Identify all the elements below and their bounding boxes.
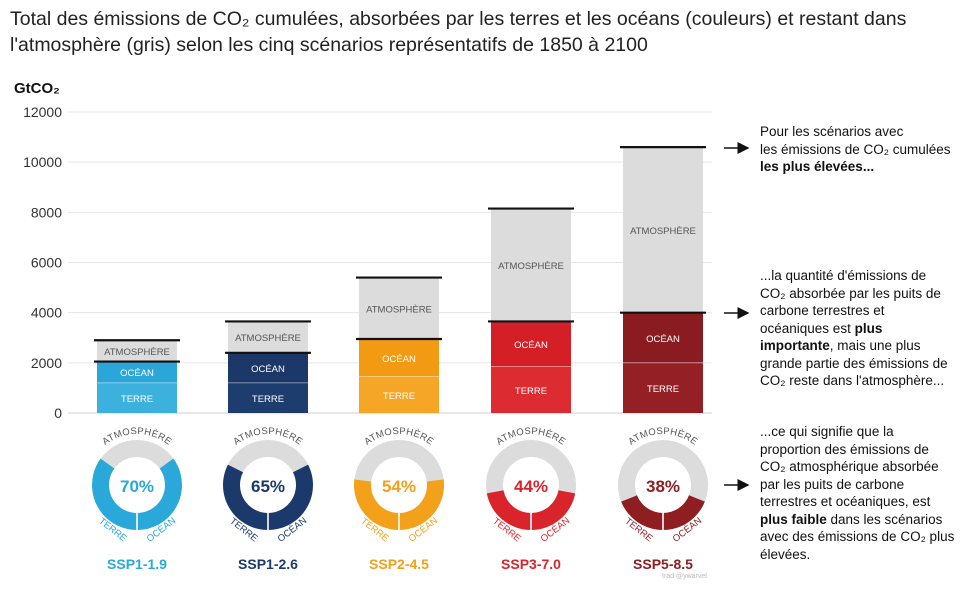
note-3-line-7: avec des émissions de CO₂ plus [760,529,955,544]
bar-atmosphere-3 [491,208,571,322]
bar-ocean-2 [359,339,439,377]
bar-label-ocean-4: OCÉAN [646,334,680,345]
bar-atmosphere-0 [97,340,177,362]
note-1-line-3: les plus élevées... [760,158,951,176]
donut-percent-3: 44% [514,477,548,496]
donut-atmosphere-4 [618,440,708,502]
note-2-line-5: importante, mais une plus [760,337,948,355]
bar-label-ocean-1: OCÉAN [251,364,285,375]
scenario-label-0: SSP1-1.9 [107,556,167,572]
y-tick-label-12000: 12000 [23,104,62,120]
donut-absorbed-0 [92,458,183,531]
note-3-line-3: CO₂ atmosphérique absorbée [760,459,939,474]
note-2-line-4: océaniques est plus [760,320,948,338]
bar-terre-4 [623,362,703,413]
chart-title-line-2: l'atmosphère (gris) selon les cinq scéna… [10,34,648,56]
scenario-label-4: SSP5-8.5 [633,556,693,572]
bar-label-terre-2: TERRE [383,391,415,402]
donut-atmosphere-0 [100,440,174,469]
bar-ocean-3 [491,321,571,367]
bar-terre-2 [359,376,439,413]
chart-title-line-1: Total des émissions de CO₂ cumulées, abs… [10,8,907,30]
y-axis-label: GtCO₂ [14,80,60,97]
bar-label-ocean-3: OCÉAN [514,340,548,351]
bar-label-atmosphere-2: ATMOSPHÈRE [366,304,432,315]
note-3-line-5: terrestres et océaniques, est [760,494,931,509]
bar-label-terre-0: TERRE [121,394,153,405]
note-3-line-4: par les puits de carbone [760,476,905,492]
note-2-line-2: CO₂ absorbée par les puits de [760,285,941,301]
note-2-line-6: grande partie des émissions de [760,355,948,371]
scenario-label-2: SSP2-4.5 [369,556,429,572]
donut-atmosphere-2 [354,439,444,482]
donut-percent-1: 65% [251,477,285,496]
bar-label-terre-4: TERRE [647,384,679,395]
bar-atmosphere-4 [623,147,703,313]
bar-label-terre-1: TERRE [252,394,284,405]
note-1-line-2: les émissions de CO₂ cumulées [760,141,951,157]
note-2-bold-2: importante [760,338,830,353]
note-3-line-6: plus faible dans les scénarios [760,511,954,529]
note-3-text-6: dans les scénarios [826,511,943,527]
note-3-bold: plus faible [760,511,827,527]
donut-absorbed-1 [223,464,314,531]
bar-ocean-1 [228,352,308,383]
bar-terre-1 [228,382,308,413]
bar-label-ocean-2: OCÉAN [382,354,416,365]
chart-title: Total des émissions de CO₂ cumulées, abs… [10,6,960,58]
bar-label-atmosphere-3: ATMOSPHÈRE [498,261,564,272]
donut-absorbed-2 [354,479,444,530]
bar-label-atmosphere-1: ATMOSPHÈRE [235,333,301,344]
donut-atmosphere-1 [227,440,309,473]
scenario-label-1: SSP1-2.6 [238,556,298,572]
y-tick-label-2000: 2000 [31,355,62,371]
y-tick-label-4000: 4000 [31,305,62,321]
annotation-note-2: ...la quantité d'émissions de CO₂ absorb… [760,267,948,390]
y-tick-label-0: 0 [54,405,62,421]
annotation-note-1: Pour les scénarios avec les émissions de… [760,123,951,176]
bar-terre-3 [491,366,571,413]
bar-ocean-0 [97,361,177,383]
bar-atmosphere-1 [228,321,308,353]
note-1-bold: les plus élevées... [760,159,875,174]
donut-atmosphere-3 [486,439,576,494]
note-2-bold-1: plus [854,320,883,336]
annotation-note-3: ...ce qui signifie que la proportion des… [760,423,954,563]
bar-terre-0 [97,382,177,413]
bar-label-atmosphere-4: ATMOSPHÈRE [630,226,696,237]
note-2-line-3: carbone terrestres et [760,303,885,318]
y-tick-label-8000: 8000 [31,204,62,220]
donut-absorbed-4 [621,495,705,531]
credit-watermark: trad @ywarvel [662,573,707,580]
note-3-line-2: proportion des émissions de [760,441,929,457]
bar-atmosphere-2 [359,277,439,340]
note-2-line-1: ...la quantité d'émissions de [760,268,927,283]
y-tick-label-6000: 6000 [31,255,62,271]
donut-absorbed-3 [486,490,576,530]
bar-label-ocean-0: OCÉAN [120,368,154,379]
scenario-label-3: SSP3-7.0 [501,556,561,572]
note-2-text-5: , mais une plus [829,338,921,353]
note-3-line-8: élevées. [760,546,811,562]
note-2-line-7: CO₂ reste dans l'atmosphère... [760,373,945,388]
y-tick-label-10000: 10000 [23,154,62,170]
note-1-line-1: Pour les scénarios avec [760,124,904,139]
donut-percent-0: 70% [120,477,154,496]
bar-ocean-4 [623,312,703,363]
note-2-text-4: océaniques est [760,320,855,336]
donut-percent-4: 38% [646,477,680,496]
donut-percent-2: 54% [382,477,416,496]
bar-label-atmosphere-0: ATMOSPHÈRE [104,347,170,358]
note-3-line-1: ...ce qui signifie que la [760,424,894,439]
bar-label-terre-3: TERRE [515,386,547,397]
